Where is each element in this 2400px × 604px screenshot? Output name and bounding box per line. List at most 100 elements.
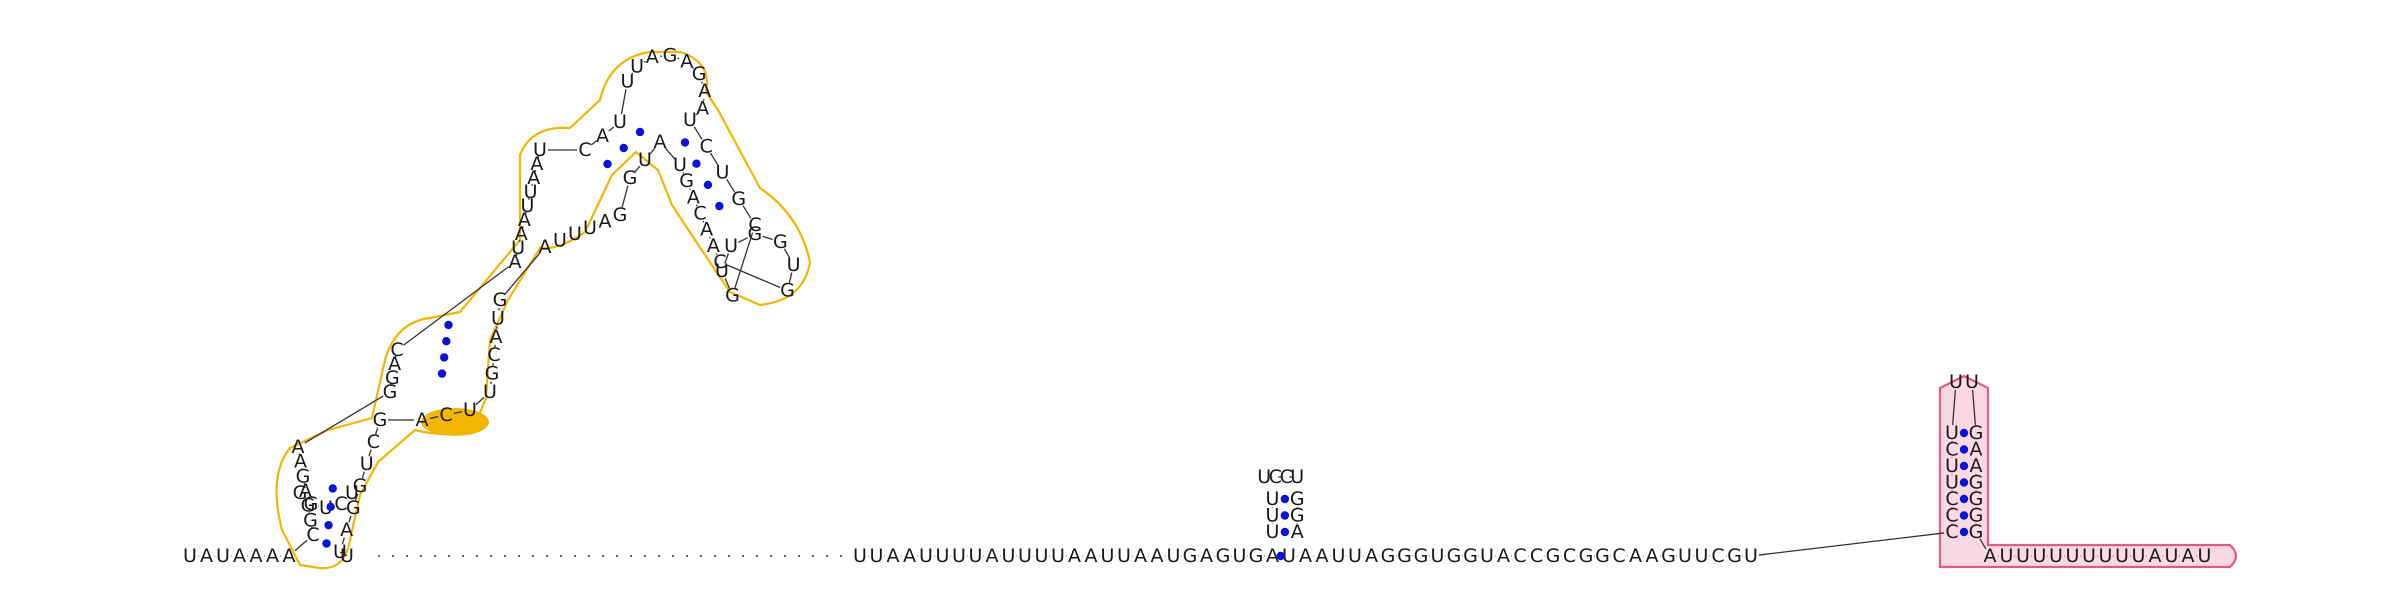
base-pair-dot [692, 159, 701, 168]
interior-left-base: U [533, 139, 547, 161]
backbone-bond [504, 252, 541, 295]
base-pair-dot [437, 369, 447, 378]
stem1-right-base: G [346, 497, 361, 519]
backbone-bond [368, 449, 372, 457]
hairpin-right-left-base: U [1945, 422, 1959, 444]
backbone-bond [734, 232, 754, 289]
prefix-base: A [266, 545, 279, 567]
middle-run-b-base: U [1480, 545, 1494, 567]
stem3-left-base: A [596, 125, 609, 147]
middle-run-b-base: G [1414, 545, 1429, 567]
middle-run-b-base: G [1579, 545, 1594, 567]
backbone-bond [634, 165, 641, 173]
middle-run-base: G [1216, 545, 1231, 567]
interior-left-base: A [509, 251, 522, 273]
tail-base: U [2033, 545, 2047, 567]
backbone-bond [691, 66, 695, 69]
hairpin-right-right-base: G [1969, 521, 1984, 543]
middle-run-b-base: U [1695, 545, 1709, 567]
backbone-bond [727, 264, 781, 289]
stem1-left-base: A [292, 436, 305, 458]
backbone-bond [724, 278, 730, 289]
branch-left-base: G [679, 170, 694, 192]
hairpin-mid-loop-base: C [1280, 466, 1293, 488]
middle-run-b-base: C [1711, 545, 1724, 567]
backbone-bond [361, 471, 365, 479]
loop1-base: G [304, 493, 319, 515]
backbone-bond [783, 248, 791, 259]
middle-run-base: U [1233, 545, 1247, 567]
stem1-right-base: U [360, 453, 374, 475]
stem1-right-base: G [373, 409, 388, 431]
base-pair-dot [326, 502, 335, 512]
middle-run-b-base: U [1744, 545, 1758, 567]
bulge-base: U [463, 399, 477, 421]
branch-loop-base: G [747, 223, 762, 245]
middle-run-base: U [952, 545, 966, 567]
hairpin-mid-left-base: U [1266, 505, 1280, 527]
stem3-left-base: U [613, 111, 627, 133]
stem3-right-base: G [623, 167, 638, 189]
stem1-right-base: C [367, 431, 380, 453]
hairpin-mid-loop-base: U [1257, 466, 1271, 488]
base-pair-dot [635, 127, 645, 137]
branch-left-base: A [687, 186, 700, 208]
base-pair-dot [322, 539, 331, 548]
middle-run-b-base: U [1431, 545, 1445, 567]
hairpin-mid-loop-base: U [1290, 466, 1304, 488]
hairpin-mid-right-base: G [1290, 505, 1305, 527]
middle-run-b-base: G [1381, 545, 1396, 567]
backbone-bond [695, 113, 698, 116]
branch-loop-base: U [787, 254, 801, 276]
middle-run-b-base: U [1332, 545, 1346, 567]
prefix-base: A [200, 545, 213, 567]
base-pair-dot [703, 180, 713, 190]
stem1-right-base: G [353, 475, 368, 497]
stem1-left-base: G [303, 509, 318, 531]
backbone-bond [649, 147, 656, 155]
hairpin-right-loop-base: U [1965, 371, 1979, 393]
backbone-bond [429, 415, 439, 420]
tail-base: U [2016, 545, 2030, 567]
base-pair-dot [1280, 511, 1290, 520]
interior-right-base: U [553, 230, 567, 252]
middle-run-b-base: G [1397, 545, 1412, 567]
backbone-bond [631, 72, 634, 75]
branch-left-base: C [713, 251, 726, 273]
middle-run-b-base: U [1678, 545, 1692, 567]
branch-loop-base: U [715, 260, 729, 282]
tail-base: A [1984, 545, 1997, 567]
interior-left-base: U [511, 237, 525, 259]
hairpin-right-left-base: C [1945, 439, 1958, 461]
middle-run-b-base: A [1646, 545, 1659, 567]
backbone-bond [742, 205, 752, 219]
apical-loop-base: U [620, 70, 634, 92]
backbone-bond [709, 152, 719, 167]
tail-base: U [2000, 545, 2014, 567]
branch-left-base: U [673, 154, 687, 176]
middle-run-b-base: G [1447, 545, 1462, 567]
middle-run-base: U [1035, 545, 1049, 567]
hairpin-mid-left-base: U [1266, 521, 1280, 543]
backbone-bond [339, 551, 348, 557]
base-pair-dot [328, 484, 337, 493]
prefix-base: A [283, 545, 296, 567]
middle-run-b-base: U [1282, 545, 1296, 567]
loop1-base: U [319, 497, 333, 519]
backbone-bond [403, 266, 509, 346]
stem1-left-base: G [301, 495, 316, 517]
branch-left-base: C [693, 203, 706, 225]
middle-run-base: U [1002, 545, 1016, 567]
hairpin-right-right-base: G [1969, 488, 1984, 510]
interior-left-base: A [515, 223, 528, 245]
backbone-bond [348, 515, 352, 523]
loop1-base: U [345, 482, 359, 504]
stem1-left-base: G [296, 465, 311, 487]
interior-left-base: U [521, 195, 535, 217]
stem2-right-base: U [491, 307, 505, 329]
tail-base: U [2165, 545, 2179, 567]
stem1-left-base: A [294, 451, 307, 473]
hairpin-mid-left-base: U [1266, 488, 1280, 510]
tail-base: U [2132, 545, 2146, 567]
backbone-bond [702, 220, 705, 223]
